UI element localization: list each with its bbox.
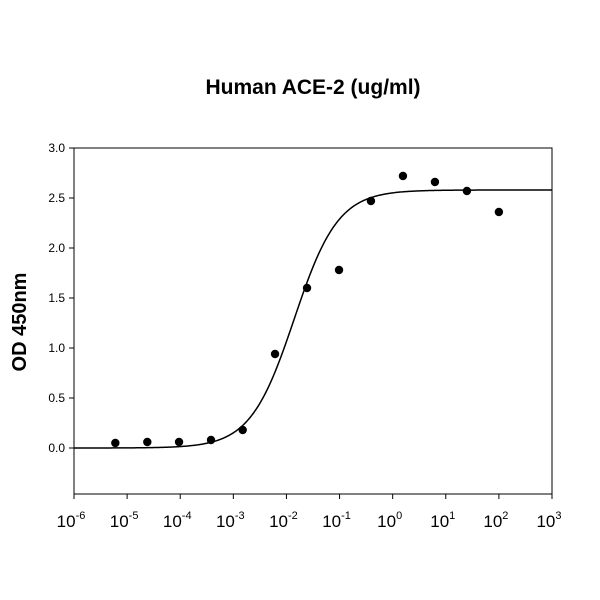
y-tick-label: 2.0 — [48, 241, 65, 255]
data-point — [462, 186, 472, 196]
data-point — [334, 265, 344, 275]
y-tick-label: 0.0 — [48, 441, 65, 455]
data-point — [270, 349, 280, 359]
x-tick-label: 10-4 — [163, 510, 192, 531]
data-point — [302, 283, 312, 293]
x-tick-label: 10-6 — [57, 510, 86, 531]
data-point — [111, 438, 120, 448]
y-tick-label: 3.0 — [48, 141, 65, 155]
x-tick-label: 10-3 — [216, 510, 245, 531]
x-tick-label: 10-5 — [110, 510, 139, 531]
y-tick-label: 1.5 — [48, 291, 65, 305]
data-point — [206, 435, 216, 445]
x-tick-label: 100 — [377, 510, 402, 531]
data-point — [398, 171, 408, 181]
y-tick-label: 2.5 — [48, 191, 65, 205]
x-tick-label: 10-1 — [322, 510, 351, 531]
data-point — [174, 437, 184, 447]
plot-frame — [73, 147, 553, 495]
x-tick-label: 10-2 — [269, 510, 298, 531]
y-axis-label: OD 450nm — [9, 273, 31, 372]
x-tick-label: 101 — [430, 510, 455, 531]
data-point — [430, 177, 440, 187]
y-tick-label: 1.0 — [48, 341, 65, 355]
data-point — [494, 207, 504, 217]
y-tick-label: 0.5 — [48, 391, 65, 405]
data-point — [238, 425, 247, 435]
x-tick-label: 103 — [536, 510, 561, 531]
data-point — [366, 196, 376, 206]
fit-curve — [74, 189, 552, 449]
data-point — [143, 437, 152, 447]
chart-title: Human ACE-2 (ug/ml) — [205, 76, 420, 99]
x-tick-label: 102 — [483, 510, 508, 531]
